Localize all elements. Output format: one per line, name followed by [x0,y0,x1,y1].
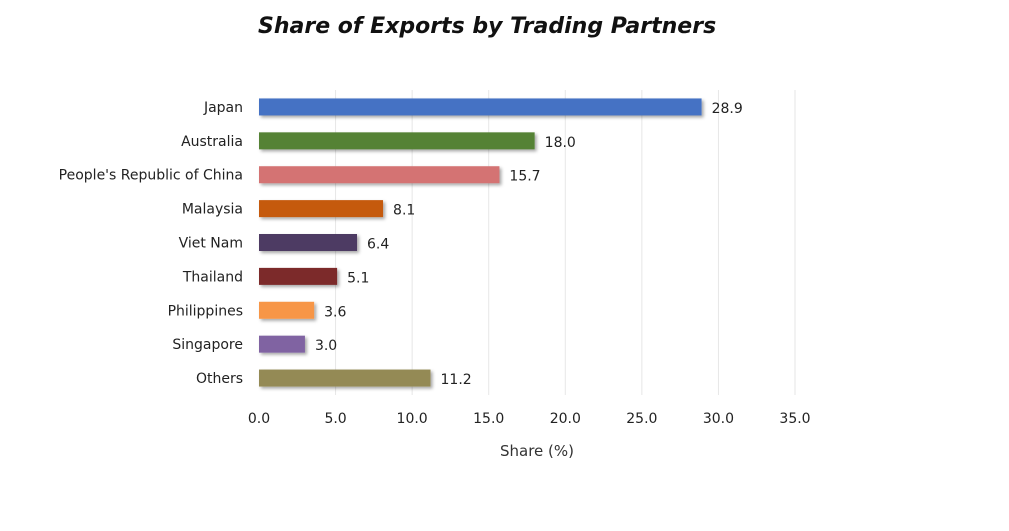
category-label: Philippines [168,303,243,319]
category-label: People's Republic of China [59,168,243,184]
x-tick-label: 30.0 [703,411,734,427]
category-label: Australia [181,134,243,150]
x-tick-label: 0.0 [248,411,270,427]
category-label: Malaysia [182,202,243,218]
value-label: 11.2 [441,372,472,388]
x-tick-label: 20.0 [550,411,581,427]
x-tick-label: 5.0 [324,411,346,427]
bar [259,132,535,150]
category-label: Thailand [182,269,243,285]
x-axis-title: Share (%) [500,442,574,460]
x-tick-label: 35.0 [779,411,810,427]
bar [259,166,500,184]
bar [259,369,431,387]
x-tick-label: 10.0 [397,411,428,427]
category-label: Viet Nam [179,236,243,252]
bar [259,267,338,285]
value-label: 3.0 [315,338,337,354]
category-label: Japan [203,100,243,116]
value-label: 8.1 [393,203,415,219]
bar [259,200,384,218]
value-label: 6.4 [367,237,389,253]
chart-title: Share of Exports by Trading Partners [258,14,717,39]
category-label: Others [196,371,243,387]
bar [259,98,702,116]
category-label: Singapore [172,337,243,353]
value-label: 18.0 [545,135,576,151]
bar [259,301,315,319]
bar [259,234,358,251]
value-label: 3.6 [324,304,346,320]
value-label: 28.9 [712,101,743,117]
bar [259,335,305,353]
x-tick-label: 25.0 [626,411,657,427]
value-label: 15.7 [509,169,540,185]
x-tick-label: 15.0 [473,411,504,427]
value-label: 5.1 [347,270,369,286]
